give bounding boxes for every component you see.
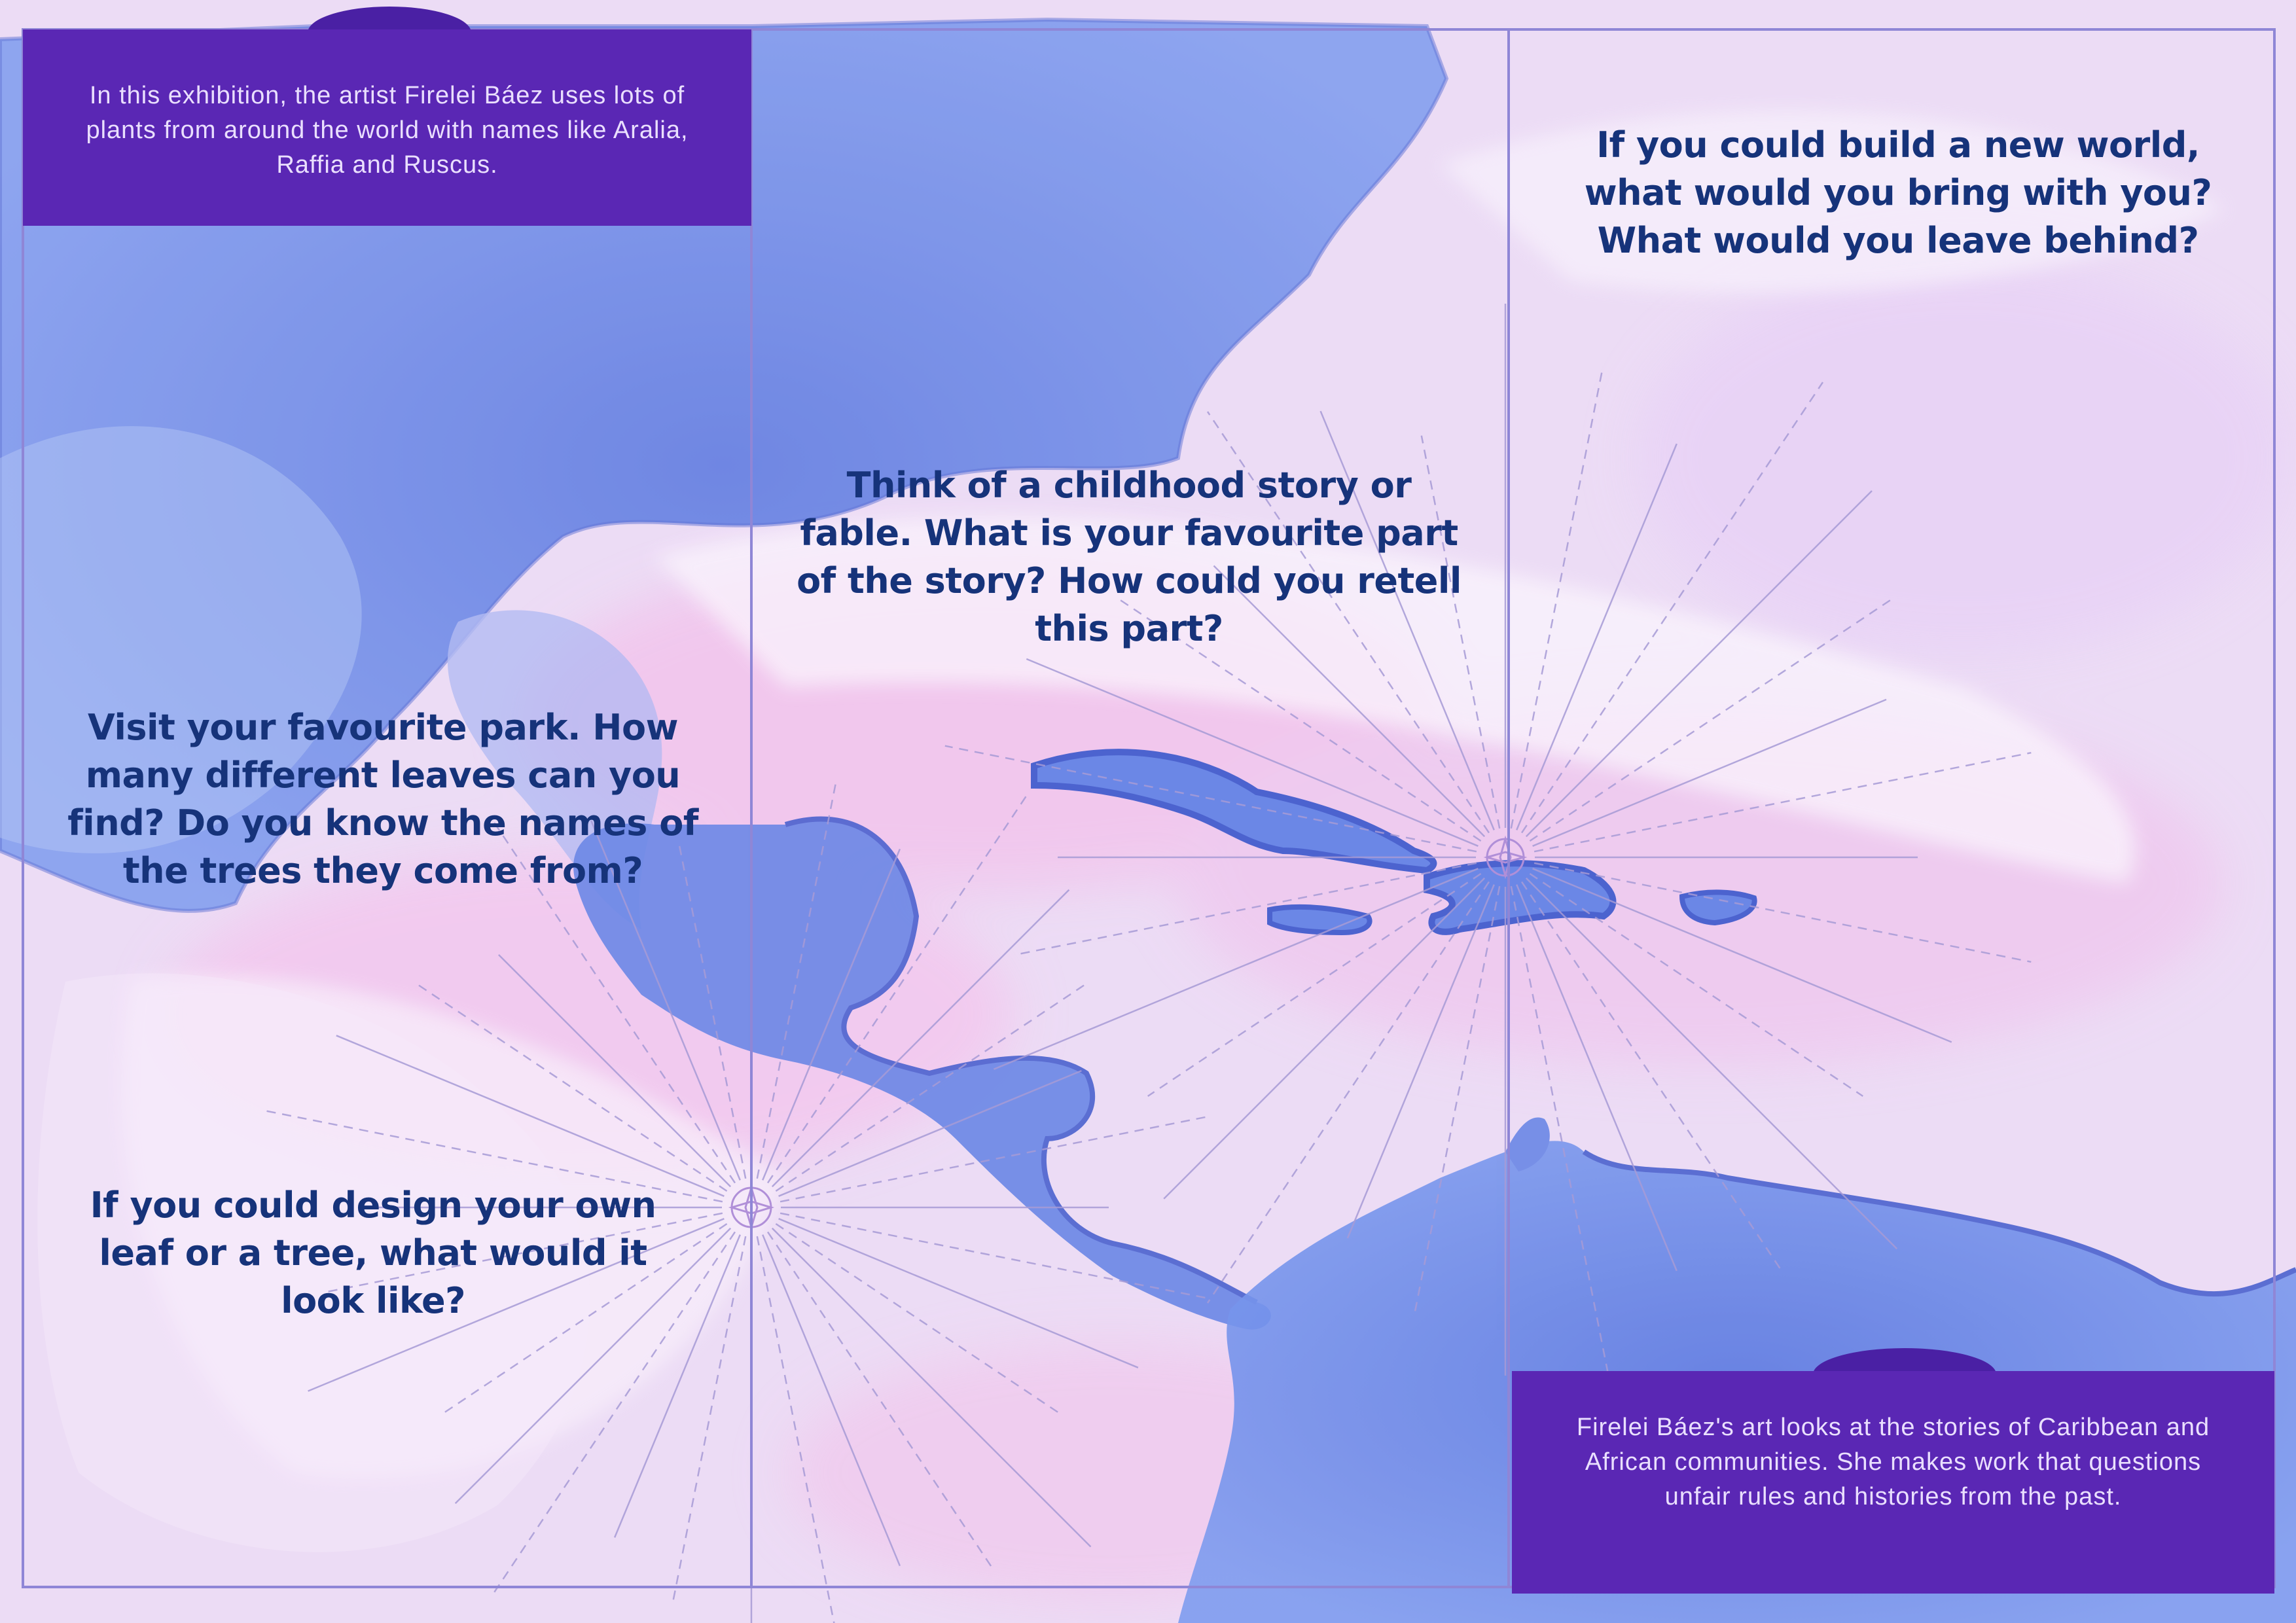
compass-ray — [325, 1212, 723, 1293]
prompt-design-leaf: If you could design your own leaf or a t… — [90, 1185, 656, 1321]
compass-ray — [762, 1234, 901, 1567]
compass-ray — [1534, 862, 2032, 963]
compass-ray — [1420, 435, 1501, 829]
compass-ray — [944, 745, 1477, 853]
compass-ray — [762, 848, 901, 1181]
compass-ray — [771, 1227, 1092, 1548]
compass-ray — [1520, 382, 1824, 834]
land-jamaica — [1267, 904, 1372, 936]
compass-ray — [775, 1222, 1062, 1416]
compass-ray — [766, 1231, 994, 1569]
about-box: Firelei Báez's art looks at the stories … — [1512, 1371, 2274, 1594]
white-highlights — [122, 111, 2225, 1478]
compass-ray — [308, 1218, 725, 1392]
compass-ray — [498, 954, 732, 1188]
land-hispaniola — [1424, 860, 1617, 935]
compass-ray — [590, 820, 741, 1181]
compass-ray — [1163, 877, 1486, 1200]
compass-ray — [440, 1222, 728, 1416]
compass-ray — [1510, 885, 1618, 1418]
compass-ray — [1529, 872, 1863, 1097]
compass-ray — [1516, 884, 1677, 1272]
about-text: Firelei Báez's art looks at the stories … — [1576, 1414, 2210, 1510]
compass-ray — [1206, 411, 1490, 834]
compass-ray — [1534, 751, 2032, 853]
compass-ray — [756, 781, 837, 1179]
prompt-childhood-story: Think of a childhood story or fable. Wha… — [797, 465, 1462, 649]
prompt-new-world: If you could build a new world, what wou… — [1584, 124, 2212, 261]
compass-ray — [1532, 698, 1887, 847]
compass-ray — [1206, 881, 1490, 1304]
land-puerto-rico — [1679, 889, 1757, 926]
compass-ray — [778, 1069, 1082, 1197]
compass-ray — [492, 1231, 736, 1594]
compass-ray — [771, 889, 1070, 1188]
compass-ray — [613, 1234, 741, 1538]
land-cuba — [1031, 749, 1437, 874]
compass-ray — [454, 1227, 732, 1505]
compass-ray — [492, 821, 736, 1184]
compass-ray — [336, 1035, 725, 1197]
compass-ray — [1118, 597, 1482, 842]
compass-ray — [1319, 410, 1495, 830]
compass-ray — [1147, 872, 1482, 1097]
compass-ray — [1026, 658, 1479, 847]
prompt-favourite-park: Visit your favourite park. How many diff… — [67, 707, 698, 891]
compass-ray — [778, 1218, 1139, 1368]
compass-ray — [1510, 366, 1604, 829]
compass-ray — [780, 1116, 1208, 1203]
compass-ray — [1414, 885, 1501, 1314]
compass-ray — [1520, 881, 1785, 1274]
intro-box: In this exhibition, the artist Firelei B… — [23, 29, 751, 226]
compass-ray — [677, 842, 747, 1179]
compass-ray — [780, 1212, 1208, 1299]
panel-frame — [22, 28, 2276, 1588]
compass-ray — [993, 868, 1479, 1070]
compass-rays — [265, 304, 2032, 1623]
compass-ray — [1346, 884, 1495, 1239]
compass-ray — [1014, 862, 1477, 956]
land-central-america — [573, 816, 1271, 1330]
compass-ray — [1525, 490, 1873, 838]
compass-ray — [1516, 443, 1677, 830]
compass-ray — [1213, 565, 1486, 838]
compass-ray — [1529, 597, 1893, 842]
compass-ray — [1532, 868, 1952, 1043]
intro-text: In this exhibition, the artist Firelei B… — [86, 82, 689, 179]
compass-ray — [1525, 877, 1898, 1250]
compass-rose-caribbean — [1483, 835, 1528, 880]
